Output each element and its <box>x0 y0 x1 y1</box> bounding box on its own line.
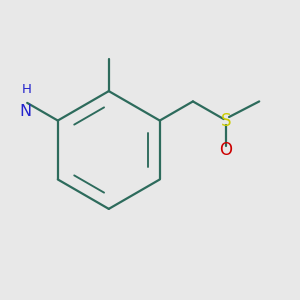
Text: N: N <box>20 104 32 119</box>
Text: H: H <box>22 83 32 96</box>
Text: S: S <box>221 112 231 130</box>
Text: O: O <box>220 141 232 159</box>
